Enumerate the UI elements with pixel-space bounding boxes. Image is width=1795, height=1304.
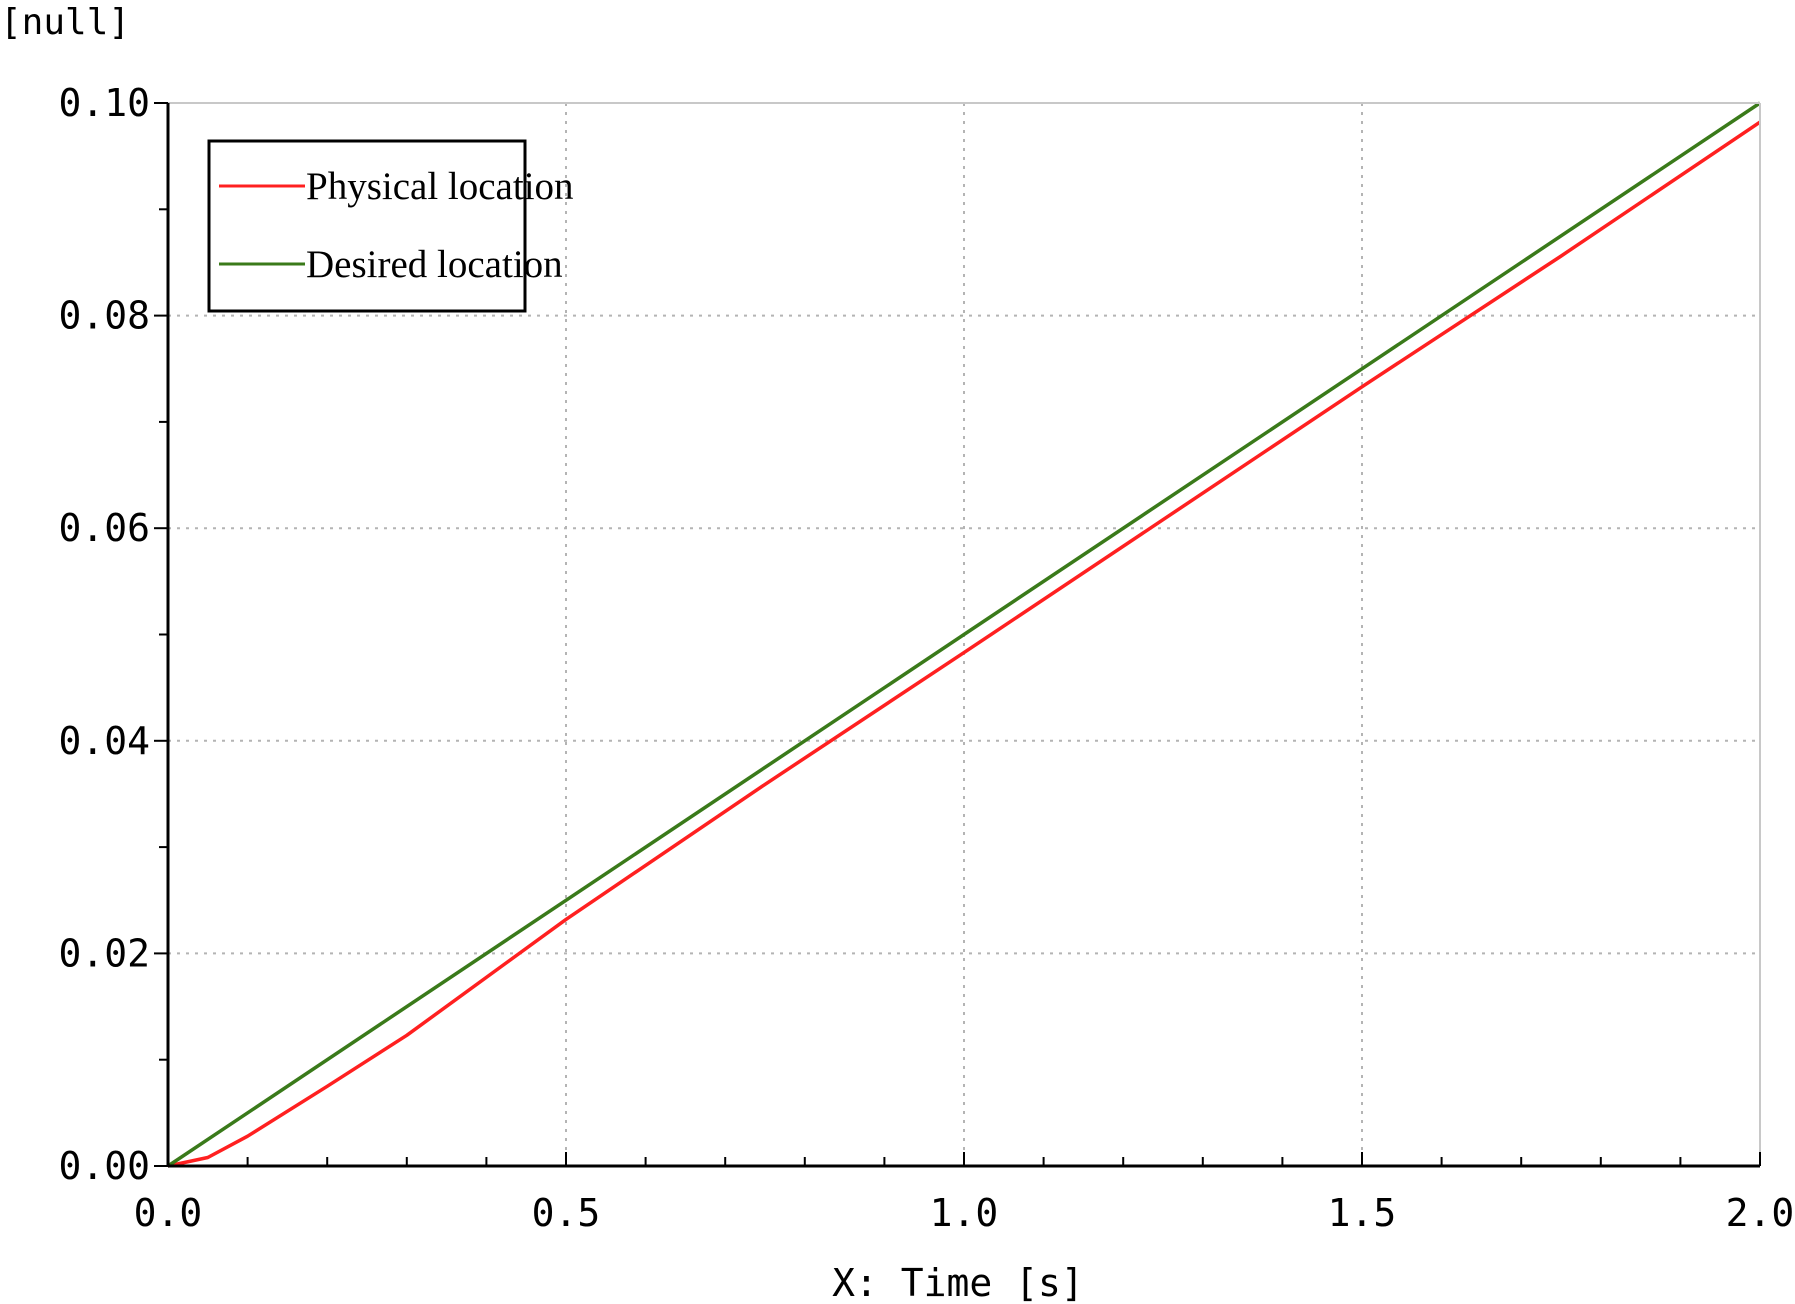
x-axis-label: X: Time [s] [832,1261,1084,1304]
y-tick-label: 0.00 [58,1144,150,1188]
legend-box [207,139,527,313]
x-tick-label: 1.0 [930,1191,999,1235]
y-tick-label: 0.06 [58,506,150,550]
y-tick-label: 0.10 [58,81,150,125]
axes [154,102,1761,1168]
legend: Physical location Desired location [207,139,574,313]
y-tick-label: 0.02 [58,931,150,975]
y-tick-label: 0.08 [58,294,150,338]
x-tick-label: 0.5 [532,1191,601,1235]
series-line-desired [167,101,1761,1168]
y-tick-label: 0.04 [58,719,150,763]
x-tick-label: 1.5 [1328,1191,1397,1235]
series-line-physical [167,120,1761,1168]
plot-series [167,101,1761,1168]
x-tick-label: 2.0 [1726,1191,1795,1235]
tick-labels: 0.0 0.5 1.0 1.5 2.0 0.00 0.02 0.04 0.06 0.08 0.10 [58,81,1794,1235]
legend-label-physical: Physical location [306,165,574,208]
y-axis-label: [null] [0,2,130,43]
x-tick-label: 0.0 [134,1191,203,1235]
legend-label-desired: Desired location [306,243,563,286]
